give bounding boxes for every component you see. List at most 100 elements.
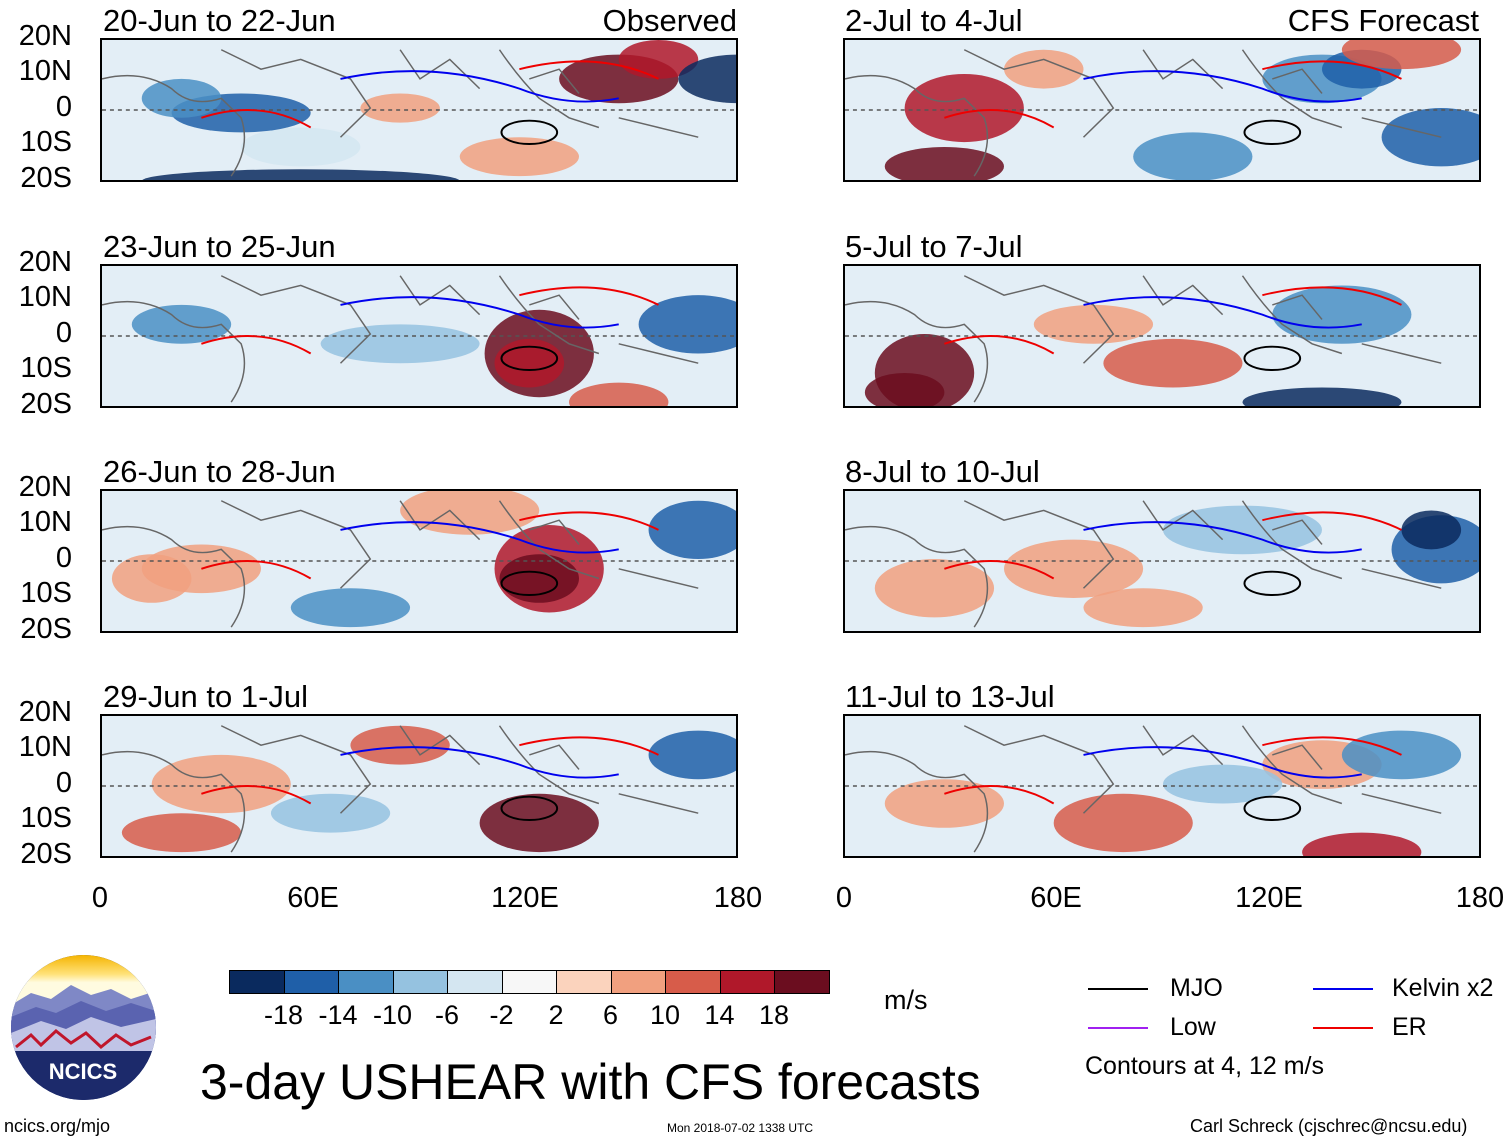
lat-tick-3-20n: 20N [18,471,72,503]
shear-anomaly-region [241,127,361,167]
shear-anomaly-region [494,338,565,388]
ncics-logo: NCICS [11,955,156,1100]
er-contour [201,511,659,580]
lat-tick-3-0: 0 [55,542,72,574]
legend-er-label: ER [1392,1013,1427,1041]
shear-anomaly-region [1003,49,1084,89]
legend-kelvin-line [1313,988,1373,990]
colorbar-swatch [665,970,721,994]
map-panel-obs-2 [100,264,738,408]
contour-note: Contours at 4, 12 m/s [1085,1052,1325,1080]
mjo-contour [500,119,559,145]
shear-anomaly-region [1242,387,1402,406]
map-panel-fcst-4 [843,714,1481,858]
kelvin-contour [1083,296,1362,329]
colorbar-unit: m/s [884,985,928,1015]
colorbar-label: -10 [372,1000,413,1030]
lon-tick-left-120: 120E [491,882,559,914]
lat-tick-4-10n: 10N [18,731,72,763]
lat-tick-2-20n: 20N [18,246,72,278]
colorbar-label: -18 [263,1000,304,1030]
footer-timestamp: Mon 2018-07-02 1338 UTC [667,1121,814,1135]
figure-title: 3-day USHEAR with CFS forecasts [200,1054,981,1110]
lat-tick-2-20s: 20S [20,388,72,420]
shear-anomaly-region [884,779,1004,828]
shear-anomaly-region [141,78,222,118]
shear-anomaly-region [904,74,1024,143]
mjo-contour [1243,570,1302,596]
er-contour [201,60,659,129]
lat-tick-1-0: 0 [55,91,72,123]
shear-anomaly-region [499,554,579,603]
forecast-label: CFS Forecast [1287,3,1479,38]
shear-anomaly-region [678,54,736,104]
shear-anomaly-region [1302,832,1422,856]
colorbar-label: -6 [434,1000,459,1030]
er-contour [944,286,1402,355]
lat-tick-4-10s: 10S [20,802,72,834]
er-contour [944,736,1402,805]
kelvin-contour [340,521,619,554]
legend-er-line [1313,1027,1373,1029]
lat-tick-3-20s: 20S [20,613,72,645]
legend-mjo-line [1088,988,1148,990]
map-panel-fcst-3 [843,489,1481,633]
panel-date-obs-1: 20-Jun to 22-Jun [103,3,336,38]
panel-date-obs-3: 26-Jun to 28-Jun [103,454,336,489]
panel-date-fcst-1: 2-Jul to 4-Jul [845,3,1023,38]
lon-tick-right-0: 0 [835,882,853,914]
map-panel-obs-3 [100,489,738,633]
lat-tick-3-10s: 10S [20,577,72,609]
panel-date-obs-4: 29-Jun to 1-Jul [103,679,309,714]
shear-anomaly-region [459,137,579,177]
er-contour [201,736,659,805]
lat-tick-2-10s: 10S [20,352,72,384]
lat-tick-4-20n: 20N [18,696,72,728]
colorbar-label: 2 [548,1000,564,1030]
kelvin-contour [340,296,619,329]
shear-anomaly-region [151,754,291,814]
coastline [845,725,1442,853]
kelvin-contour [1083,521,1362,554]
coastline [102,500,699,628]
shear-anomaly-region [1162,764,1283,804]
lat-tick-1-20n: 20N [18,20,72,52]
colorbar-swatch [392,970,448,994]
shear-anomaly-region [121,813,242,853]
panel-date-fcst-2: 5-Jul to 7-Jul [845,229,1023,264]
mjo-contour [1243,345,1302,371]
lon-tick-left-60: 60E [287,882,339,914]
shear-anomaly-region [1401,510,1462,550]
legend-low-line [1088,1027,1148,1029]
coastline [102,49,699,177]
colorbar-swatch [229,970,285,994]
mjo-contour [500,795,559,821]
coastline [102,275,699,403]
colorbar-swatch [501,970,557,994]
logo-text: NCICS [49,1059,117,1084]
kelvin-contour [340,70,619,103]
shear-anomaly-region [360,93,440,123]
lon-tick-right-120: 120E [1235,882,1303,914]
er-contour [944,60,1402,129]
panel-date-fcst-3: 8-Jul to 10-Jul [845,454,1040,489]
lat-tick-2-0: 0 [55,317,72,349]
lon-tick-right-180: 180 [1455,882,1505,914]
coastline [845,500,1442,628]
colorbar-swatch [556,970,612,994]
legend-low-label: Low [1170,1013,1216,1041]
shear-anomaly-region [1381,108,1479,167]
kelvin-contour [1083,746,1362,779]
shear-anomaly-region [1341,730,1462,780]
shear-anomaly-region [1083,588,1203,628]
footer-url[interactable]: ncics.org/mjo [4,1116,111,1136]
map-panel-fcst-2 [843,264,1481,408]
lat-tick-3-10n: 10N [18,506,72,538]
shear-anomaly-region [1033,304,1154,344]
colorbar-label: -14 [318,1000,358,1030]
colorbar-swatch [610,970,666,994]
kelvin-contour [340,746,619,779]
shear-anomaly-region [618,40,699,79]
colorbar-swatch [774,970,830,994]
shear-anomaly-region [1103,338,1243,388]
